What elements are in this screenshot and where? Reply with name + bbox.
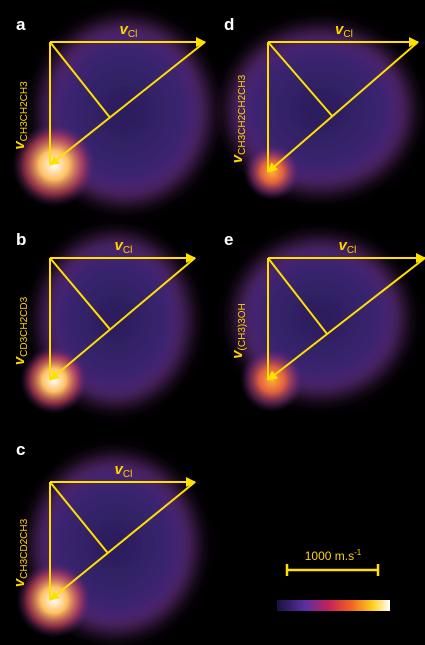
label-subscript: CH3CD2CH3 [19, 518, 30, 578]
panel-letter: e [224, 230, 233, 249]
scale-text: 1000 m.s [305, 549, 354, 563]
label-subscript: CD3CH2CD3 [19, 296, 30, 356]
label-subscript: Cl [123, 245, 132, 256]
panel-letter: d [224, 15, 234, 34]
label-subscript: Cl [347, 245, 356, 256]
label-subscript: CH3CH2CH2CH3 [237, 74, 248, 154]
scale-label: 1000 m.s-1 [305, 548, 362, 563]
label-subscript: Cl [343, 29, 352, 40]
label-subscript: Cl [128, 29, 137, 40]
image-hotspot [240, 348, 304, 412]
figure: avClvCH3CH2CH3bvClvCD3CH2CD3cvClvCH3CD2C… [0, 0, 425, 645]
label-subscript: CH3CH2CH3 [19, 81, 30, 141]
label-subscript: Cl [123, 469, 132, 480]
scale-sup: -1 [354, 548, 362, 557]
panel-letter: c [16, 440, 25, 459]
color-bar [277, 600, 390, 611]
panel-letter: a [16, 15, 26, 34]
panel-letter: b [16, 230, 26, 249]
label-subscript: (CH3)3OH [237, 303, 248, 350]
page: {"panels": [ {"letter": "a", "horizontal… [0, 0, 425, 645]
